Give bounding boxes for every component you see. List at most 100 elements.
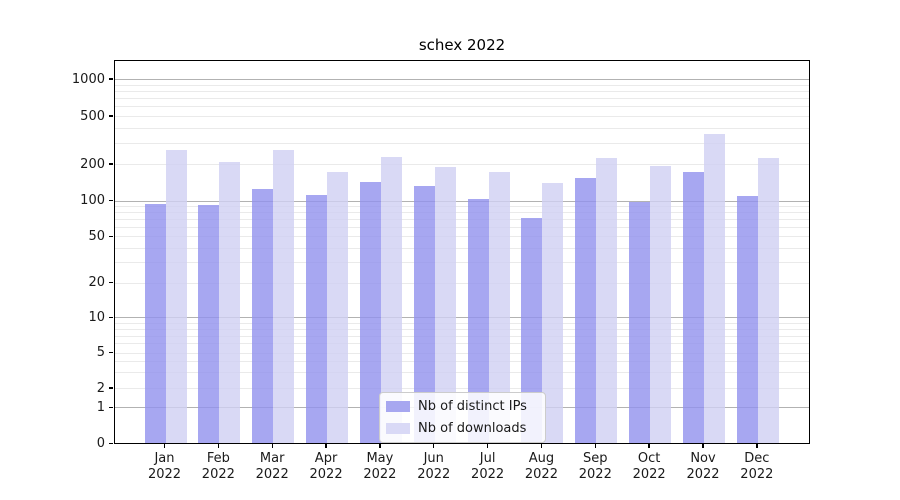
x-tick-label-jan: Jan 2022 [147,450,182,482]
y-tick-label-0: 0 [96,436,105,451]
bar-distinct-ips-sep [575,177,597,444]
bar-distinct-ips-dec [736,196,758,444]
bar-downloads-feb [219,162,241,444]
y-tick-mark-20 [109,282,113,284]
plot-area: Nb of distinct IPs Nb of downloads [114,60,810,444]
gridline-60 [115,226,809,228]
x-tick-mark-jun [433,443,435,448]
y-tick-mark-0 [109,442,113,445]
y-tick-label-50: 50 [88,228,105,244]
y-tick-mark-1000 [109,78,113,80]
x-tick-label-nov: Nov 2022 [686,450,720,482]
legend-item-distinct-ips: Nb of distinct IPs [386,399,537,414]
y-tick-mark-200 [109,163,113,165]
bar-downloads-nov [704,134,725,444]
x-tick-label-oct: Oct 2022 [632,450,666,482]
legend-item-downloads: Nb of downloads [386,421,537,436]
bar-downloads-mar [273,150,295,444]
y-tick-mark-500 [109,115,113,117]
x-tick-mark-sep [594,443,596,448]
y-tick-mark-5 [109,352,113,354]
bar-downloads-may [380,156,402,444]
gridline-7 [115,335,809,337]
bar-distinct-ips-feb [198,205,220,444]
gridline-1000 [115,79,809,80]
y-tick-mark-50 [109,235,113,237]
x-tick-label-apr: Apr 2022 [309,450,343,482]
bar-distinct-ips-nov [683,171,704,444]
gridline-10 [115,317,809,319]
bar-downloads-aug [542,182,564,444]
gridline-300 [115,142,809,144]
x-tick-label-jun: Jun 2022 [417,450,451,482]
x-tick-label-sep: Sep 2022 [578,450,612,482]
bar-downloads-apr [327,171,349,444]
gridline-800 [115,90,809,92]
gridline-400 [115,127,809,129]
chart-title: schex 2022 [418,36,506,54]
gridline-70 [115,219,809,221]
gridline-40 [115,247,809,249]
gridline-80 [115,212,809,214]
x-tick-label-aug: Aug 2022 [524,450,558,482]
legend: Nb of distinct IPs Nb of downloads [379,392,546,443]
x-tick-mark-nov [702,443,704,448]
gridline-30 [115,262,809,264]
bar-downloads-jun [434,166,456,444]
bar-distinct-ips-jan [144,204,166,444]
x-tick-label-dec: Dec 2022 [740,450,774,482]
y-tick-label-1000: 1000 [71,71,105,87]
gridline-8 [115,328,809,330]
y-tick-label-100: 100 [80,193,105,209]
y-tick-label-500: 500 [80,108,105,124]
gridline-9 [115,322,809,324]
bar-downloads-dec [757,157,779,444]
y-tick-label-2: 2 [96,380,105,396]
x-tick-mark-mar [271,443,273,448]
gridline-600 [115,106,809,108]
x-tick-mark-jul [486,443,489,448]
bar-distinct-ips-jul [467,198,489,444]
y-tick-mark-2 [109,387,113,389]
bar-downloads-jan [165,150,187,444]
bar-downloads-sep [596,158,618,444]
gridline-50 [115,236,809,238]
gridline-500 [115,116,809,117]
x-tick-mark-apr [325,443,327,448]
y-tick-label-5: 5 [96,345,105,361]
legend-swatch-distinct-ips [386,401,410,412]
y-tick-mark-1 [109,406,113,408]
x-tick-label-may: May 2022 [363,450,397,482]
gridline-900 [115,84,809,86]
legend-label-distinct-ips: Nb of distinct IPs [418,399,527,414]
x-tick-mark-jan [163,443,166,448]
gridline-100 [115,200,809,202]
bar-distinct-ips-aug [521,217,543,444]
x-tick-mark-feb [217,443,220,448]
bar-distinct-ips-may [359,182,381,444]
bar-distinct-ips-apr [306,195,328,444]
gridline-700 [115,98,809,100]
y-tick-label-20: 20 [88,275,105,291]
gridline-4 [115,361,809,363]
gridline-200 [115,164,809,165]
y-tick-label-10: 10 [88,309,105,325]
bar-distinct-ips-oct [629,201,651,444]
gridline-2 [115,388,809,389]
x-tick-mark-may [379,443,381,448]
x-tick-mark-oct [648,443,650,448]
gridline-5 [115,352,809,354]
y-tick-label-200: 200 [80,156,105,172]
y-tick-mark-100 [109,200,113,202]
x-tick-mark-aug [540,443,543,448]
gridline-6 [115,343,809,345]
legend-label-downloads: Nb of downloads [418,421,527,436]
gridline-90 [115,206,809,208]
bar-distinct-ips-mar [252,189,274,444]
x-tick-label-feb: Feb 2022 [201,450,235,482]
gridline-20 [115,282,809,284]
y-tick-label-1: 1 [96,399,105,415]
bar-downloads-jul [488,172,510,444]
gridline-3 [115,372,809,374]
legend-swatch-downloads [386,423,410,434]
